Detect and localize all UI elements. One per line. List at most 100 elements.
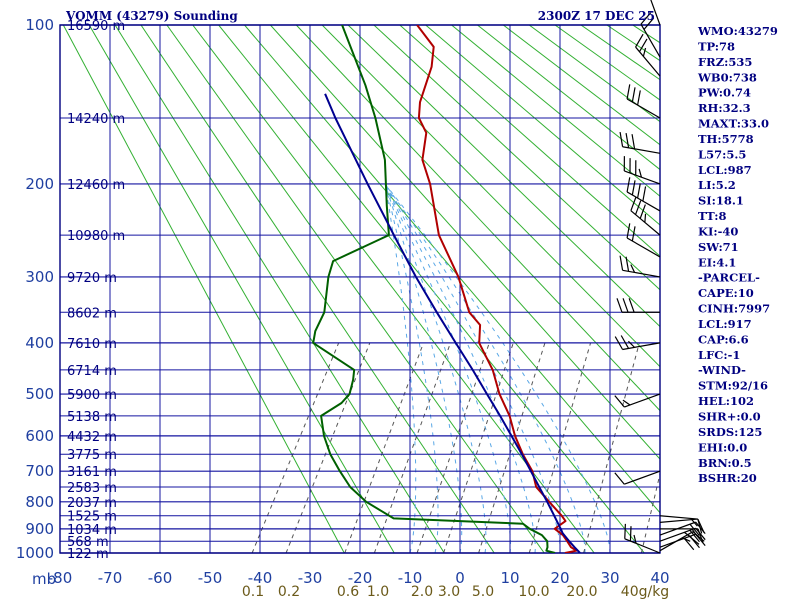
index-value: LCL:987 — [698, 163, 752, 177]
height-label: 3775 m — [67, 448, 117, 463]
wind-barb-flag — [624, 523, 626, 539]
index-value: LCL:917 — [698, 317, 752, 331]
wind-barb — [659, 527, 706, 543]
wind-barb-flag — [644, 213, 647, 223]
height-labels: 16590 m 14240 m 12460 m 10980 m 9720 m 8602 m… — [67, 19, 125, 562]
wind-barb-flag — [625, 256, 630, 272]
mixing-ratio-label: 0.6 — [337, 584, 359, 600]
mixing-ratio-label: 0.2 — [278, 584, 300, 600]
index-value: HEL:102 — [698, 394, 754, 408]
height-label: 6714 m — [67, 364, 117, 379]
mixing-ratio-line — [373, 342, 451, 553]
wind-barb — [640, 12, 661, 58]
height-label: 5900 m — [67, 388, 117, 403]
dry-adiabat — [477, 25, 660, 171]
wind-barb-flag — [643, 17, 655, 30]
temperature-tick-label: 10 — [500, 569, 519, 587]
wind-barb-flag — [697, 528, 704, 544]
height-label: 122 m — [67, 547, 109, 562]
index-value: RH:32.3 — [698, 101, 751, 115]
height-label: 16590 m — [67, 19, 125, 34]
index-value: EI:4.1 — [698, 255, 736, 269]
wind-barb — [659, 533, 706, 551]
wind-barb-flag — [697, 518, 703, 534]
wind-barb-staff — [650, 0, 661, 26]
wind-barb-flag — [622, 298, 629, 313]
index-value: LFC:-1 — [698, 348, 740, 362]
wind-barb — [619, 255, 661, 278]
index-value: L57:5.5 — [698, 147, 746, 161]
wind-barb-flag — [695, 533, 706, 547]
wind-barb — [624, 523, 661, 554]
temperature-tick-label: -50 — [198, 569, 223, 587]
wind-barb-flag — [637, 90, 641, 106]
temperature-axis-labels: -80 -70 -60 -50 -40 -30 -20 -10 0 10 20 30 40 — [48, 569, 670, 587]
wind-barb-flag — [622, 399, 631, 406]
wind-barb — [660, 528, 704, 544]
wind-barb-flag — [631, 87, 636, 103]
wind-barb — [659, 515, 703, 534]
index-value: TT:8 — [698, 209, 727, 223]
pressure-tick-label: 1000 — [16, 544, 54, 562]
wind-barb-staff — [624, 170, 661, 185]
wind-barb-flag — [633, 534, 637, 544]
pressure-tick-label: 100 — [25, 16, 54, 34]
wind-barb-staff — [624, 393, 661, 408]
index-value: SI:18.1 — [698, 194, 744, 208]
wind-barb-flag — [689, 523, 700, 537]
height-label: 8602 m — [67, 306, 117, 321]
mixing-ratio-label: 40g/kg — [621, 584, 669, 600]
dry-adiabat — [88, 25, 395, 553]
height-label: 3161 m — [67, 465, 117, 480]
index-value: CINH:7997 — [698, 302, 770, 316]
height-label: 2037 m — [67, 496, 117, 511]
height-label: 5138 m — [67, 410, 117, 425]
wind-barb-staff — [630, 210, 661, 236]
wind-barb-staff — [626, 191, 661, 212]
wind-barb-staff — [626, 237, 661, 258]
index-value: STM:92/16 — [698, 379, 768, 393]
wind-barb-staff — [635, 46, 661, 77]
pressure-tick-label: 800 — [25, 493, 54, 511]
index-value: CAP:6.6 — [698, 332, 749, 346]
temperature-tick-label: -80 — [48, 569, 73, 587]
wind-barb-flag — [683, 537, 695, 551]
dry-adiabat — [399, 25, 660, 257]
dry-adiabat — [270, 25, 660, 460]
wind-barb-staff — [626, 98, 661, 119]
temperature-line — [416, 25, 578, 553]
index-value: FRZ:535 — [698, 55, 752, 69]
wind-barb — [626, 84, 661, 119]
mixing-ratio-label: 20.0 — [566, 584, 597, 600]
wind-barb-staff — [624, 470, 661, 485]
height-label: 14240 m — [67, 112, 125, 127]
wind-barb — [623, 156, 661, 185]
height-label: 2583 m — [67, 481, 117, 496]
profile-lines — [312, 25, 581, 553]
wind-barb-flag — [638, 38, 648, 53]
wind-barb-flag — [631, 180, 636, 196]
wind-barb-flag — [638, 168, 643, 178]
temperature-tick-label: 20 — [550, 569, 569, 587]
wind-barb — [614, 335, 661, 351]
height-label: 7610 m — [67, 337, 117, 352]
wind-barb-flag — [626, 84, 631, 100]
dry-adiabat — [218, 25, 645, 553]
dry-adiabat — [347, 25, 660, 328]
wind-barb-flag — [614, 336, 624, 350]
pressure-unit-label: mb — [32, 570, 56, 588]
wind-barb — [630, 196, 661, 236]
mixing-ratio-labels: 0.1 0.2 0.6 1.0 2.0 3.0 5.0 10.0 20.0 40g/kg — [242, 584, 669, 600]
mixing-ratio-line — [443, 342, 514, 553]
index-value: WB0:738 — [697, 70, 757, 84]
pressure-tick-label: 300 — [25, 268, 54, 286]
wind-barb — [626, 223, 661, 258]
index-value: LI:5.2 — [698, 178, 736, 192]
wind-barb-flag — [614, 472, 625, 485]
mixing-ratio-line — [251, 342, 340, 553]
pressure-tick-label: 500 — [25, 385, 54, 403]
wind-barb-flag — [631, 134, 636, 149]
pressure-axis-labels: 100 200 300 400 500 600 700 800 900 1000 — [16, 16, 54, 562]
